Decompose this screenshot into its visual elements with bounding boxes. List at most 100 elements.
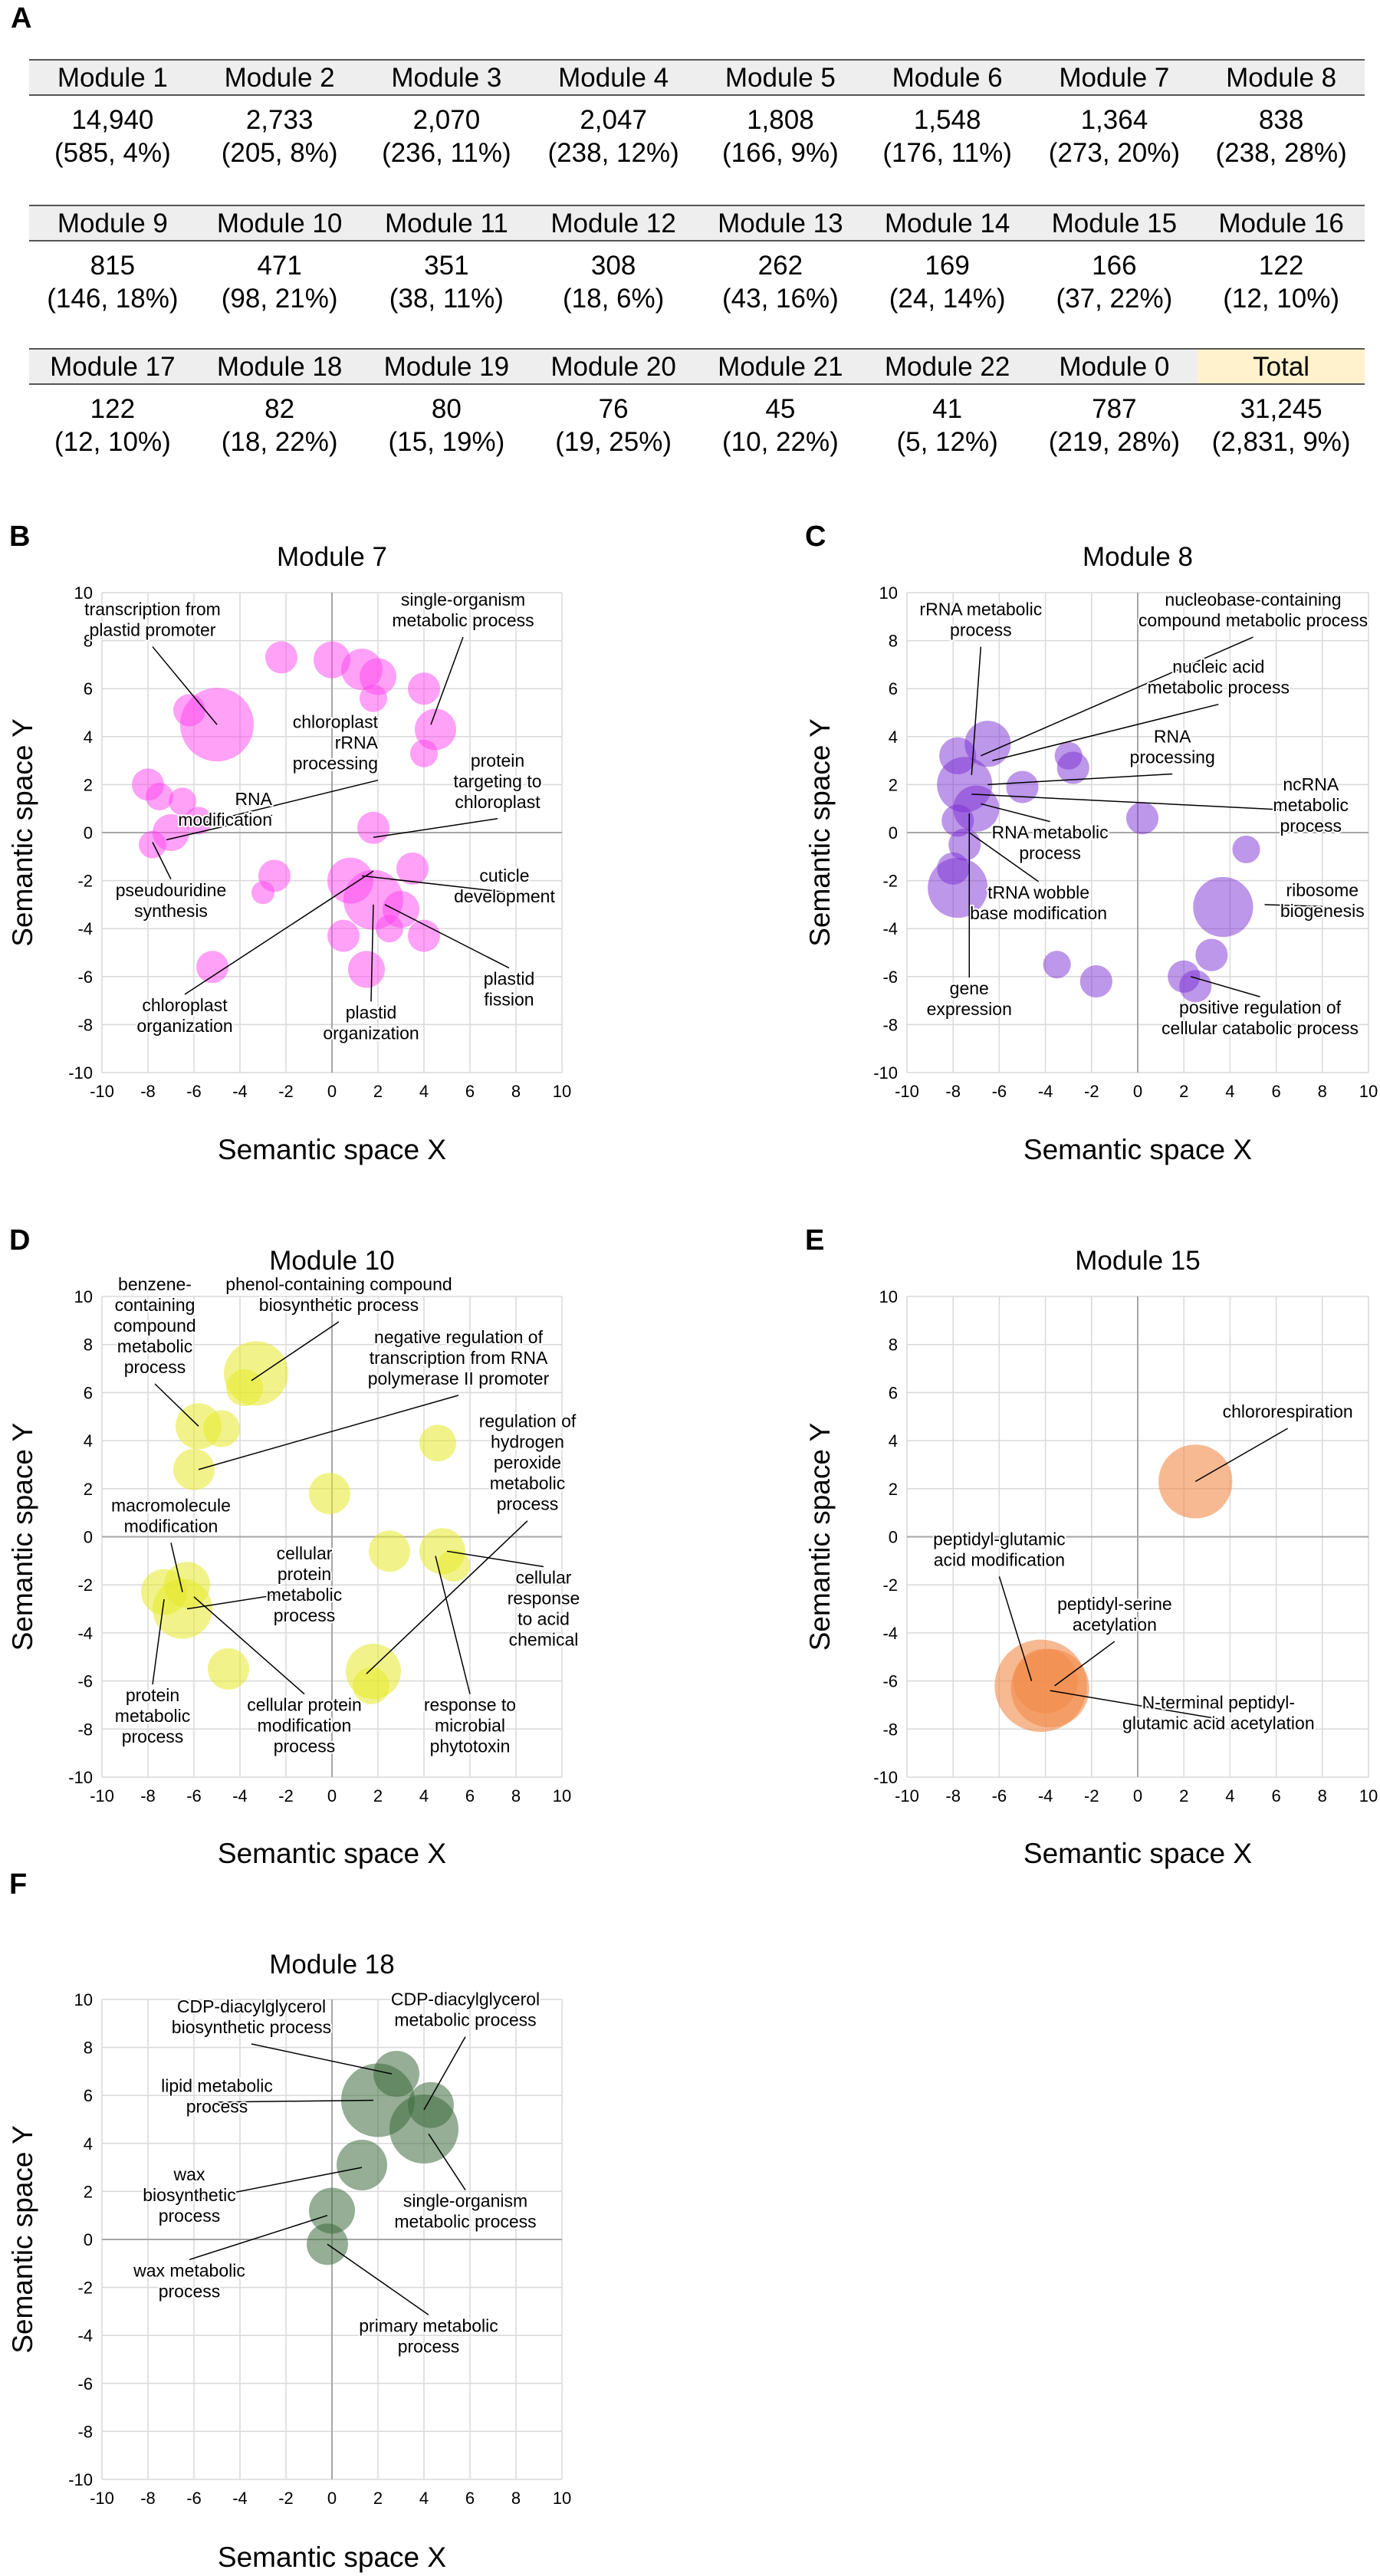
annotation-label: plastid [484, 969, 534, 989]
annotation-leader-line [1050, 1690, 1219, 1720]
panel-label-f: F [9, 1868, 27, 1901]
module-detail: (43, 16%) [722, 284, 839, 314]
module-gene-count: 2,070 [413, 105, 481, 135]
bubble [1013, 1648, 1078, 1714]
chart-module-15: Module 15 -10 -8 -6 -4 -2 0 2 4 6 8 10 -10 -8 -6 -4 -2 0 2… [804, 1246, 1378, 1869]
bubble [1056, 751, 1089, 784]
x-tick-label: 10 [553, 1786, 571, 1806]
y-tick-label: -2 [77, 1576, 93, 1595]
bubble [185, 807, 212, 835]
module-name: Module 4 [558, 63, 669, 93]
x-tick-label: 4 [419, 1082, 429, 1101]
y-tick-label: 6 [889, 679, 898, 698]
module-detail: (10, 22%) [722, 427, 839, 457]
y-axis-title: Semantic space Y [804, 718, 836, 947]
annotation-label: glutamic acid acetylation [1122, 1713, 1315, 1733]
annotation-label: synthesis [134, 901, 208, 921]
x-tick-label: 2 [373, 1786, 383, 1806]
x-tick-label: 0 [327, 1786, 337, 1806]
module-detail: (12, 10%) [54, 427, 171, 457]
annotation-leader-line [430, 636, 464, 725]
annotation-label: processing [293, 754, 378, 774]
x-tick-label: -2 [278, 1786, 294, 1806]
annotation-label: single-organism [401, 590, 525, 610]
annotation-label: development [454, 886, 555, 906]
module-name: Module 7 [1059, 63, 1169, 93]
annotation-leader-line [189, 2214, 328, 2261]
module-name: Module 5 [725, 63, 836, 93]
annotation-label: process [122, 1727, 184, 1746]
annotation-label: peptidyl-serine [1057, 1594, 1172, 1614]
bubble [208, 1648, 249, 1690]
annotation-label: cellular [277, 1543, 333, 1563]
annotation-label: biosynthetic process [259, 1295, 419, 1315]
annotation-label: cellular [516, 1567, 572, 1587]
y-tick-label: 10 [879, 1287, 898, 1306]
annotation-label: biogenesis [1280, 901, 1365, 921]
annotation-leader-line [1054, 1641, 1116, 1687]
annotation-label: targeting to [453, 771, 541, 791]
y-tick-label: 0 [889, 1528, 898, 1547]
chart-module-18: Module 18 -10 -8 -6 -4 -2 0 2 4 6 8 10 -10 -8 -6 -4 -2 0 2… [7, 1950, 571, 2573]
x-tick-label: 10 [1359, 1082, 1378, 1101]
module-name: Module 9 [58, 209, 168, 238]
x-tick-label: -6 [186, 1082, 202, 1101]
annotation-label: process [398, 2336, 460, 2356]
y-tick-label: 4 [84, 728, 93, 747]
annotation-label: transcription from RNA [370, 1348, 548, 1368]
annotation-label: process [950, 620, 1012, 640]
y-tick-label: 10 [879, 583, 898, 603]
annotation-label: nucleobase-containing [1165, 590, 1341, 610]
x-tick-label: 6 [465, 1786, 475, 1806]
bubble [964, 721, 1011, 767]
annotation-leader-line [327, 2243, 429, 2315]
annotation-label: benzene- [118, 1274, 192, 1294]
table-header-band [29, 349, 1365, 384]
annotation-label: negative regulation of [374, 1327, 544, 1347]
x-tick-label: -6 [186, 1786, 202, 1806]
annotation-label: ncRNA [1283, 774, 1339, 794]
module-gene-count: 2,733 [246, 105, 314, 135]
bubble [1079, 964, 1112, 998]
annotation-label: pseudouridine [116, 880, 227, 900]
y-axis-title: Semantic space Y [7, 2125, 38, 2354]
module-gene-count: 41 [932, 394, 962, 424]
x-tick-label: 2 [1179, 1786, 1188, 1806]
y-tick-label: -2 [882, 872, 898, 891]
module-name: Module 1 [58, 63, 168, 93]
annotation-leader-line [186, 1589, 305, 1610]
annotation-label: fission [484, 990, 534, 1010]
table-header-band [29, 205, 1365, 241]
bubble [939, 737, 977, 774]
module-name: Module 2 [225, 63, 335, 93]
annotation-leader-line [251, 2043, 393, 2075]
annotation-label: cellular catabolic process [1162, 1018, 1359, 1038]
annotation-leader-line [152, 1598, 165, 1685]
module-detail: (585, 4%) [54, 138, 171, 168]
x-tick-label: -10 [895, 1082, 919, 1101]
module-name: Module 13 [718, 209, 843, 238]
annotation-label: modification [258, 1716, 352, 1736]
chart-title: Module 15 [1075, 1246, 1200, 1276]
x-tick-label: -10 [895, 1786, 919, 1806]
bubble [173, 694, 205, 727]
module-name: Module 22 [885, 352, 1010, 382]
module-detail: (18, 6%) [563, 284, 664, 314]
annotation-leader-line [435, 1556, 471, 1694]
annotation-label: process [159, 2281, 221, 2301]
annotation-label: compound metabolic process [1138, 610, 1368, 630]
panel-label-d: D [9, 1224, 30, 1257]
x-tick-label: -2 [1084, 1786, 1099, 1806]
annotation-label: chemical [509, 1629, 579, 1649]
x-tick-label: -4 [232, 1786, 248, 1806]
bubble [337, 2139, 387, 2190]
x-tick-label: 2 [1179, 1082, 1188, 1101]
annotation-label: modification [124, 1516, 219, 1536]
x-tick-label: 8 [1318, 1082, 1327, 1101]
x-tick-label: -4 [1038, 1082, 1053, 1101]
bubble [396, 852, 429, 885]
annotation-label: cellular protein [247, 1695, 362, 1715]
y-tick-label: 6 [84, 679, 93, 698]
annotation-leader-line [971, 794, 1311, 812]
annotation-label: protein [126, 1685, 179, 1705]
